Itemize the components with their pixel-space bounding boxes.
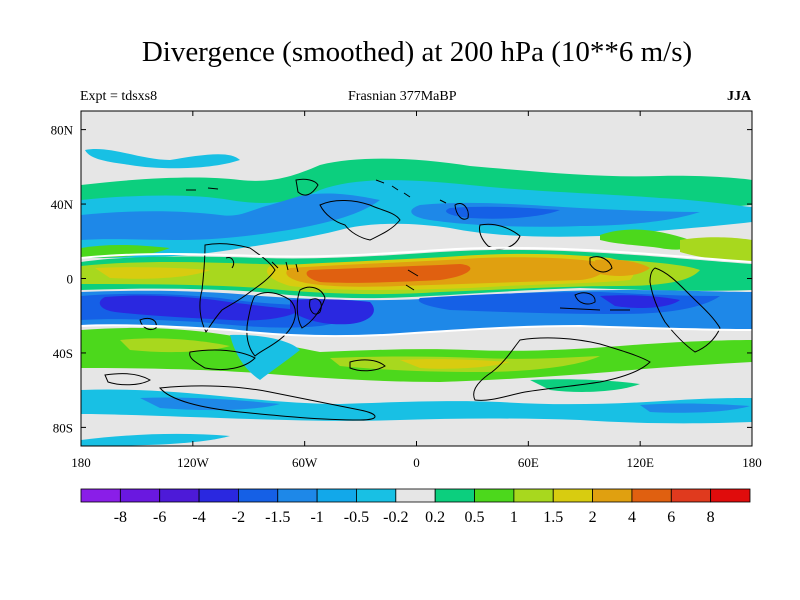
colorbar-label: 6 — [667, 509, 675, 526]
coastline — [104, 373, 151, 386]
colorbar-label: -0.2 — [383, 509, 408, 526]
field-band — [290, 299, 374, 325]
lon-tick-label: 120W — [177, 455, 210, 470]
field-band — [81, 180, 752, 258]
colorbar-label: 1.5 — [543, 509, 563, 526]
lat-tick-label: 80S — [53, 420, 73, 435]
coastline — [574, 292, 596, 305]
coastline — [295, 178, 319, 196]
lon-tick-label: 120E — [626, 455, 654, 470]
coastline — [189, 349, 256, 371]
lon-tick-label: 0 — [413, 455, 420, 470]
divergence-field — [81, 148, 752, 446]
season-label: JJA — [727, 89, 752, 104]
colorbar-swatch — [277, 488, 318, 503]
period-label: Frasnian 377MaBP — [348, 89, 457, 104]
coastline — [246, 292, 296, 357]
field-band — [81, 433, 230, 446]
colorbar-label: -8 — [114, 509, 127, 526]
coastline — [454, 203, 469, 220]
colorbar-swatch — [316, 488, 357, 503]
lat-tick-label: 0 — [67, 272, 74, 287]
field-band — [530, 379, 640, 392]
colorbar-label: 8 — [707, 509, 715, 526]
colorbar-swatch — [198, 488, 239, 503]
colorbar-label: -1.5 — [265, 509, 290, 526]
experiment-label: Expt = tdsxs8 — [80, 89, 158, 104]
colorbar-swatch — [592, 488, 633, 503]
colorbar-label: -0.5 — [344, 509, 369, 526]
field-band — [595, 259, 650, 276]
coastline — [296, 286, 326, 329]
colorbar: -8 -6 -4 -2 -1.5 -1 -0.5 -0.2 0.2 0.5 1 1.5 2 4 6 8 — [80, 488, 751, 526]
lon-tick-label: 180 — [71, 455, 91, 470]
colorbar-label: 2 — [589, 509, 597, 526]
colorbar-swatch — [631, 488, 672, 503]
field-band — [640, 403, 750, 413]
colorbar-swatch — [159, 488, 200, 503]
colorbar-swatch — [513, 488, 554, 503]
coastline — [309, 298, 322, 315]
colorbar-label: -2 — [232, 509, 245, 526]
field-band — [85, 148, 240, 169]
coastline-fragments — [225, 257, 630, 311]
colorbar-swatch — [356, 488, 397, 503]
field-band — [81, 193, 380, 240]
map-plot-area — [80, 110, 753, 447]
lat-tick-label: 80N — [51, 123, 74, 138]
lon-tick-label: 60W — [292, 455, 318, 470]
zero-contours — [81, 246, 752, 338]
field-band — [680, 237, 752, 262]
colorbar-label: -6 — [153, 509, 166, 526]
longitude-axis: 180 120W 60W 0 60E 120E 180 — [71, 111, 762, 470]
field-band — [600, 295, 680, 308]
colorbar-swatch — [119, 488, 161, 503]
colorbar-label: 4 — [628, 509, 636, 526]
field-band — [120, 338, 230, 353]
latitude-axis: 80N 40N 0 40S 80S — [51, 123, 752, 435]
coastlines — [104, 178, 721, 421]
colorbar-swatch — [710, 488, 751, 503]
coastline — [349, 359, 386, 372]
colorbar-label: 0.5 — [465, 509, 485, 526]
zero-contour — [81, 324, 752, 338]
colorbar-label: 0.2 — [425, 509, 445, 526]
field-band — [600, 229, 693, 250]
lat-tick-label: 40S — [53, 346, 73, 361]
colorbar-swatch — [434, 488, 475, 503]
coastline — [159, 385, 376, 421]
colorbar-swatch — [80, 488, 121, 503]
colorbar-label: 1 — [510, 509, 518, 526]
coastline — [199, 243, 276, 333]
colorbar-swatch — [552, 488, 593, 503]
colorbar-swatch — [670, 488, 712, 503]
coastline — [473, 337, 651, 401]
field-band — [400, 359, 510, 369]
lon-tick-label: 60E — [518, 455, 539, 470]
field-band — [81, 244, 170, 258]
coastline-fragments — [186, 179, 447, 204]
colorbar-label: -1 — [310, 509, 323, 526]
coastline — [589, 256, 613, 273]
coastline — [649, 267, 721, 353]
zero-contour — [81, 246, 752, 263]
colorbar-swatch — [395, 488, 436, 503]
coastline — [319, 200, 401, 241]
field-band — [140, 397, 280, 411]
field-band — [446, 206, 560, 219]
field-band — [95, 267, 210, 279]
lon-tick-label: 180 — [742, 455, 762, 470]
colorbar-swatch — [474, 488, 515, 503]
field-band — [230, 334, 300, 380]
field-band — [81, 389, 752, 424]
lat-tick-label: 40N — [51, 197, 74, 212]
colorbar-swatch — [238, 488, 279, 503]
colorbar-label: -4 — [192, 509, 205, 526]
field-band — [306, 264, 471, 283]
chart-title: Divergence (smoothed) at 200 hPa (10**6 … — [141, 36, 693, 68]
